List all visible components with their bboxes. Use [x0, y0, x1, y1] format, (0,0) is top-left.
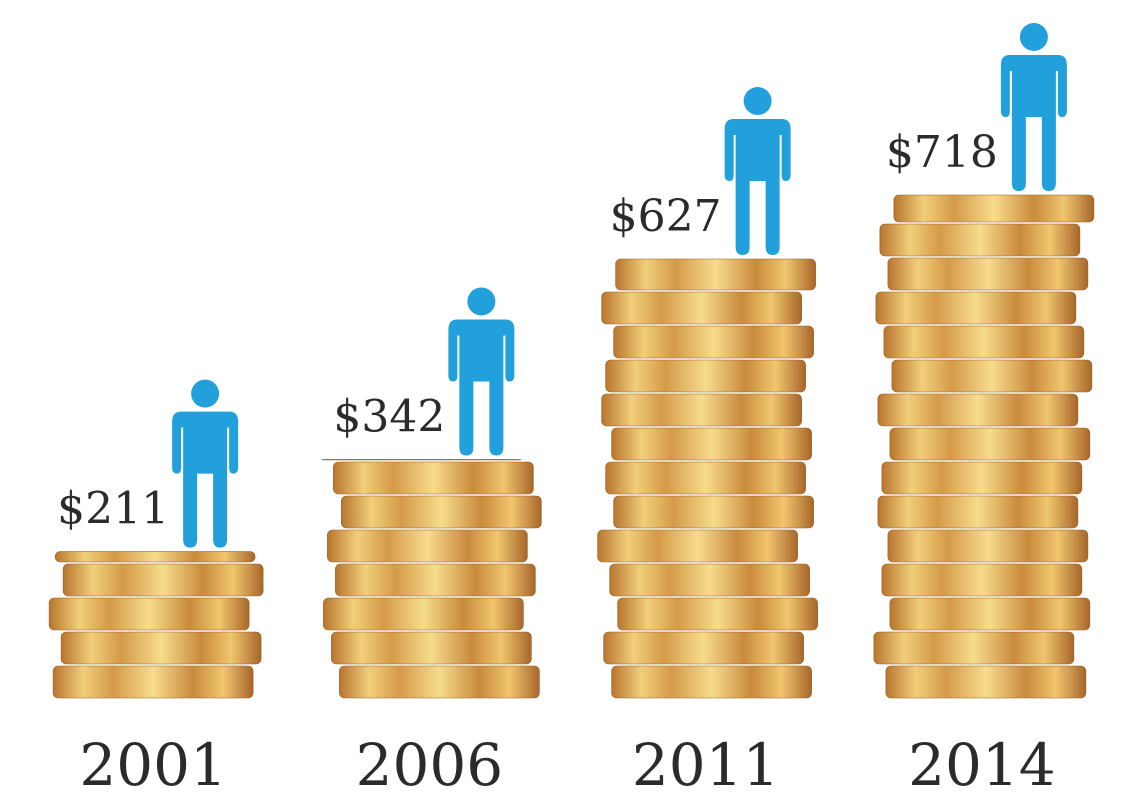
x-tick-label: 2014 — [908, 731, 1056, 796]
coin — [885, 665, 1087, 699]
x-tick-label: 2006 — [356, 731, 504, 796]
coin-stack — [48, 551, 264, 699]
x-tick-label: 2011 — [632, 731, 780, 796]
coin — [615, 258, 816, 291]
coin — [603, 631, 804, 665]
person-body — [1000, 55, 1067, 191]
coin — [52, 665, 254, 699]
coin-stack — [321, 459, 542, 699]
person-head — [743, 87, 772, 116]
person-icon — [172, 379, 239, 548]
coin — [881, 461, 1083, 495]
coin — [609, 563, 810, 597]
coin — [333, 461, 534, 495]
coin — [613, 495, 814, 529]
person-head — [191, 379, 220, 408]
person-body — [448, 319, 515, 456]
coin — [611, 427, 812, 461]
coin — [597, 529, 798, 563]
coin — [331, 631, 532, 665]
coin — [877, 393, 1079, 427]
coin — [889, 597, 1091, 631]
coin — [339, 665, 540, 699]
coin — [613, 325, 814, 359]
coin — [873, 631, 1075, 665]
coin — [893, 194, 1095, 223]
person-icon — [448, 287, 515, 456]
coin — [335, 563, 536, 597]
person-body — [172, 411, 239, 548]
person-head — [467, 287, 496, 316]
coin — [617, 597, 818, 631]
coin — [601, 291, 802, 325]
coin-stack — [597, 258, 818, 699]
coin — [611, 665, 812, 699]
coin — [887, 529, 1089, 563]
coin — [875, 291, 1077, 325]
value-label: $718 — [886, 127, 998, 178]
coin — [605, 461, 806, 495]
coin — [605, 359, 806, 393]
value-label: $211 — [57, 484, 169, 535]
coin — [891, 359, 1093, 393]
x-tick-label: 2001 — [79, 731, 227, 796]
person-icon — [1000, 23, 1067, 191]
coin — [881, 563, 1083, 597]
coin — [877, 495, 1079, 529]
coin — [54, 551, 256, 563]
coin — [60, 631, 262, 665]
coin — [62, 563, 264, 597]
coin — [323, 597, 524, 631]
coin-stack — [873, 194, 1095, 699]
coin — [889, 427, 1091, 461]
coin — [887, 257, 1089, 291]
person-body — [724, 119, 791, 256]
coin — [321, 459, 522, 461]
coin — [341, 495, 542, 529]
value-label: $342 — [333, 391, 445, 442]
person-icon — [724, 87, 791, 256]
coin — [48, 597, 250, 631]
person-head — [1019, 23, 1048, 51]
coin — [601, 393, 802, 427]
value-label: $627 — [610, 191, 722, 242]
coin — [327, 529, 528, 563]
coin — [883, 325, 1085, 359]
coin — [879, 223, 1081, 257]
